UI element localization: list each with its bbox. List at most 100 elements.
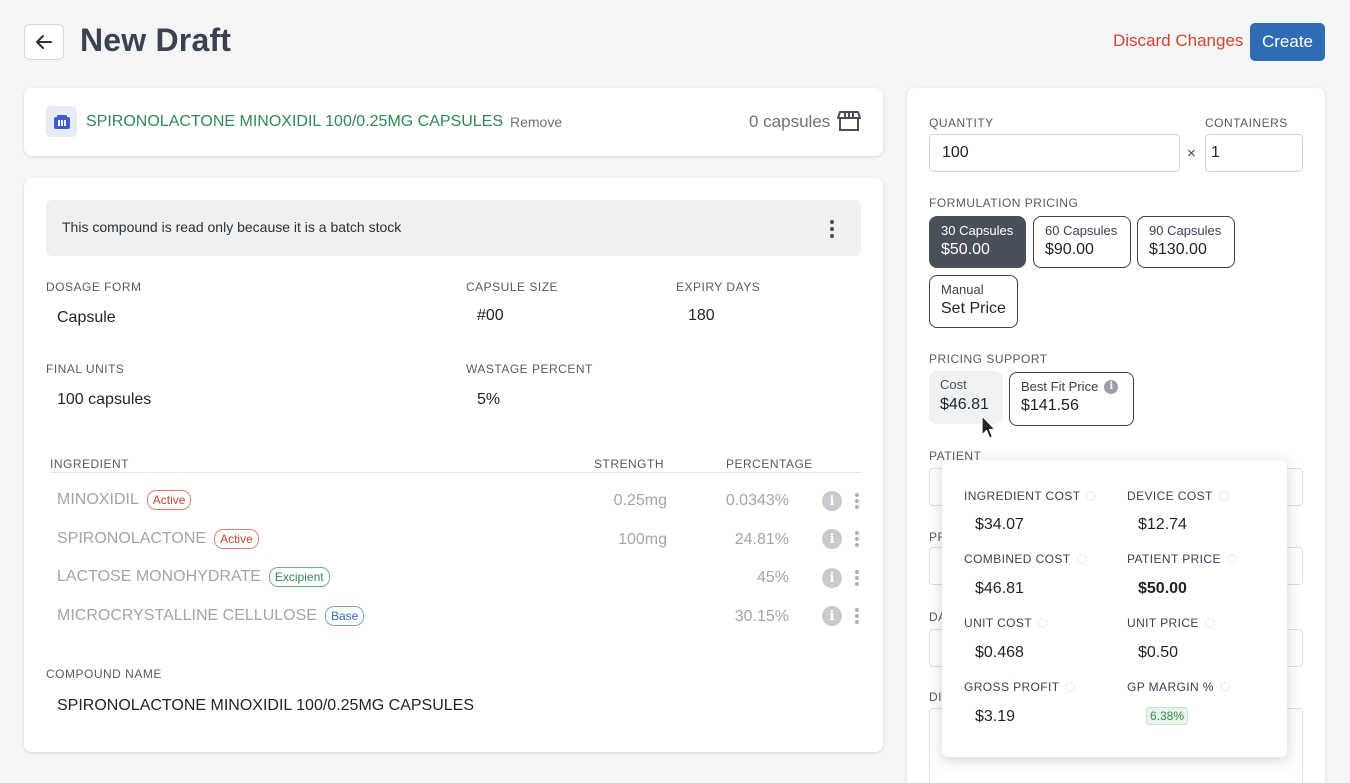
ingredient-column-header: INGREDIENT <box>50 457 130 471</box>
remove-compound-link[interactable]: Remove <box>510 114 563 130</box>
best-fit-value: $141.56 <box>1021 397 1079 414</box>
role-badge: Excipient <box>268 567 330 587</box>
unit-cost-value: $0.468 <box>975 644 1024 661</box>
strength-column-header: STRENGTH <box>594 457 664 471</box>
info-icon <box>1218 491 1229 501</box>
price-option-name: 90 Capsules <box>1149 223 1222 238</box>
capsule-size-label: CAPSULE SIZE <box>466 280 559 294</box>
price-option-name: Manual <box>941 282 984 297</box>
unit-price-value: $0.50 <box>1138 644 1179 661</box>
ingredient-percentage: 0.0343% <box>725 492 789 509</box>
cost-chip-value: $46.81 <box>940 396 989 413</box>
info-icon[interactable]: i <box>1104 379 1119 394</box>
gp-margin-label: GP MARGIN % <box>1127 680 1230 694</box>
expiry-days-value: 180 <box>688 307 715 324</box>
role-badge: Active <box>214 529 259 549</box>
page-title: New Draft <box>80 22 232 58</box>
containers-input[interactable]: 1 <box>1205 134 1303 172</box>
readonly-notice: This compound is read only because it is… <box>46 200 861 256</box>
compound-name-value: SPIRONOLACTONE MINOXIDIL 100/0.25MG CAPS… <box>57 697 475 714</box>
info-icon[interactable]: i <box>822 568 842 588</box>
quantity-value: 100 <box>942 144 969 161</box>
cost-chip[interactable]: Cost $46.81 <box>929 371 1003 424</box>
readonly-notice-text: This compound is read only because it is… <box>62 219 402 235</box>
info-icon <box>1219 682 1230 692</box>
table-divider <box>50 472 862 473</box>
containers-label: CONTAINERS <box>1205 116 1288 130</box>
ingredient-strength: 0.25mg <box>613 492 667 509</box>
price-option-name: 60 Capsules <box>1045 223 1118 238</box>
create-button[interactable]: Create <box>1250 23 1325 61</box>
directions-label-partial: DI <box>929 690 942 704</box>
arrow-left-icon <box>36 35 52 49</box>
info-icon[interactable]: i <box>822 491 842 511</box>
info-icon[interactable]: i <box>822 606 842 626</box>
separator-dot: • <box>498 113 503 128</box>
info-icon <box>1038 618 1049 628</box>
gross-profit-label: GROSS PROFIT <box>964 680 1076 694</box>
pill-icon <box>46 106 77 137</box>
cost-chip-label: Cost <box>940 377 967 392</box>
formulation-pricing-label: FORMULATION PRICING <box>929 196 1079 210</box>
quantity-label: QUANTITY <box>929 116 994 130</box>
patient-label: PATIENT <box>929 449 982 463</box>
row-menu-icon[interactable] <box>854 493 860 509</box>
device-cost-label: DEVICE COST <box>1127 489 1229 503</box>
info-icon[interactable]: i <box>822 529 842 549</box>
price-option-60-capsules[interactable]: 60 Capsules $90.00 <box>1033 216 1131 268</box>
percentage-column-header: PERCENTAGE <box>726 457 813 471</box>
price-option-30-capsules[interactable]: 30 Capsules $50.00 <box>929 216 1026 268</box>
final-units-label: FINAL UNITS <box>46 362 125 376</box>
containers-value: 1 <box>1211 144 1220 161</box>
table-row: SPIRONOLACTONE Active <box>57 529 259 549</box>
info-icon <box>1226 554 1237 564</box>
discard-changes-button[interactable]: Discard Changes <box>1113 31 1244 50</box>
back-button[interactable] <box>24 24 64 60</box>
mouse-cursor-icon <box>981 415 996 439</box>
store-icon[interactable] <box>837 110 861 132</box>
combined-cost-value: $46.81 <box>975 580 1024 597</box>
patient-price-label: PATIENT PRICE <box>1127 552 1237 566</box>
row-menu-icon[interactable] <box>854 570 860 586</box>
gp-margin-badge: 6.38% <box>1146 707 1189 725</box>
gross-profit-value: $3.19 <box>975 708 1016 725</box>
compound-name-label: COMPOUND NAME <box>46 667 162 681</box>
pricing-support-label: PRICING SUPPORT <box>929 352 1048 366</box>
price-option-90-capsules[interactable]: 90 Capsules $130.00 <box>1137 216 1235 268</box>
capsule-count: 0 capsules <box>749 112 831 131</box>
compound-name-link[interactable]: SPIRONOLACTONE MINOXIDIL 100/0.25MG CAPS… <box>86 113 504 130</box>
capsule-size-value: #00 <box>477 307 504 324</box>
final-units-value: 100 capsules <box>57 391 152 408</box>
prescriber-label-partial: PR <box>929 530 947 544</box>
price-option-name: 30 Capsules <box>941 223 1014 238</box>
price-option-price: $50.00 <box>941 241 990 258</box>
role-badge: Active <box>146 490 192 510</box>
ingredient-cost-value: $34.07 <box>975 516 1024 533</box>
ingredient-name: SPIRONOLACTONE <box>57 530 207 547</box>
unit-price-label: UNIT PRICE <box>1127 616 1215 630</box>
more-options-icon[interactable] <box>826 220 838 238</box>
wastage-percent-value: 5% <box>477 391 501 408</box>
ingredient-name: LACTOSE MONOHYDRATE <box>57 568 261 585</box>
compound-header-card: SPIRONOLACTONE MINOXIDIL 100/0.25MG CAPS… <box>24 88 883 156</box>
row-menu-icon[interactable] <box>854 608 860 624</box>
combined-cost-label: COMBINED COST <box>964 552 1087 566</box>
ingredient-percentage: 24.81% <box>734 531 789 548</box>
unit-cost-label: UNIT COST <box>964 616 1049 630</box>
table-row: MINOXIDIL Active <box>57 490 192 510</box>
dosage-form-value: Capsule <box>57 309 116 326</box>
best-fit-price-chip[interactable]: Best Fit Price i $141.56 <box>1009 372 1134 426</box>
cost-breakdown-popover: INGREDIENT COST $34.07 DEVICE COST $12.7… <box>942 460 1287 757</box>
wastage-percent-label: WASTAGE PERCENT <box>466 362 593 376</box>
table-row: MICROCRYSTALLINE CELLULOSE Base <box>57 606 365 626</box>
date-label-partial: DA <box>929 610 947 624</box>
dosage-form-label: DOSAGE FORM <box>46 280 142 294</box>
ingredient-name: MINOXIDIL <box>57 491 139 508</box>
info-icon <box>1086 491 1097 501</box>
row-menu-icon[interactable] <box>854 531 860 547</box>
info-icon <box>1204 618 1215 628</box>
patient-price-value: $50.00 <box>1138 580 1187 597</box>
price-option-manual[interactable]: Manual Set Price <box>929 275 1018 328</box>
quantity-input[interactable]: 100 <box>929 134 1180 172</box>
compound-details-card: This compound is read only because it is… <box>24 178 883 752</box>
